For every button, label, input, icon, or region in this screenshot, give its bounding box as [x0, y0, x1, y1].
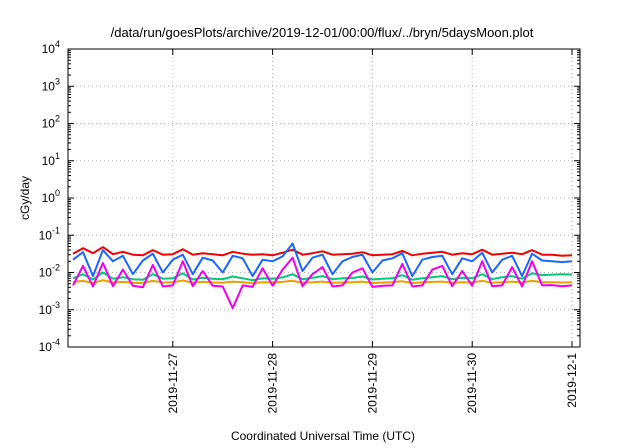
x-tick-label: 2019-12-1 — [565, 353, 579, 408]
y-tick-label: 10-3 — [39, 300, 60, 317]
ticks — [68, 48, 580, 348]
x-tick-labels: 2019-11-27 2019-11-28 2019-11-29 2019-11-30… — [166, 353, 579, 414]
series-group — [72, 242, 573, 310]
y-tick-label: 10-1 — [39, 225, 60, 242]
y-tick-label: 103 — [42, 76, 60, 93]
x-tick-label: 2019-11-29 — [365, 353, 379, 414]
series-line-5 — [72, 256, 573, 310]
chart-title: /data/run/goesPlots/archive/2019-12-01/0… — [111, 25, 534, 40]
x-tick-label: 2019-11-27 — [166, 353, 180, 414]
series-line-2 — [72, 242, 573, 278]
y-tick-label: 101 — [42, 151, 60, 168]
y-tick-labels: 10-4 10-3 10-2 10-1 100 101 102 103 104 — [39, 39, 60, 354]
x-axis-label: Coordinated Universal Time (UTC) — [231, 429, 415, 443]
y-axis-label: cGy/day — [18, 176, 32, 220]
series-line-1 — [72, 246, 573, 257]
y-tick-label: 104 — [42, 39, 60, 56]
y-tick-label: 10-2 — [39, 263, 60, 280]
y-tick-label: 102 — [42, 114, 60, 131]
series-line-4 — [72, 279, 573, 285]
x-tick-label: 2019-11-28 — [266, 353, 280, 414]
x-tick-label: 2019-11-30 — [465, 353, 479, 414]
y-tick-label: 10-4 — [39, 337, 60, 354]
y-tick-label: 100 — [42, 188, 60, 205]
grid — [68, 49, 580, 347]
